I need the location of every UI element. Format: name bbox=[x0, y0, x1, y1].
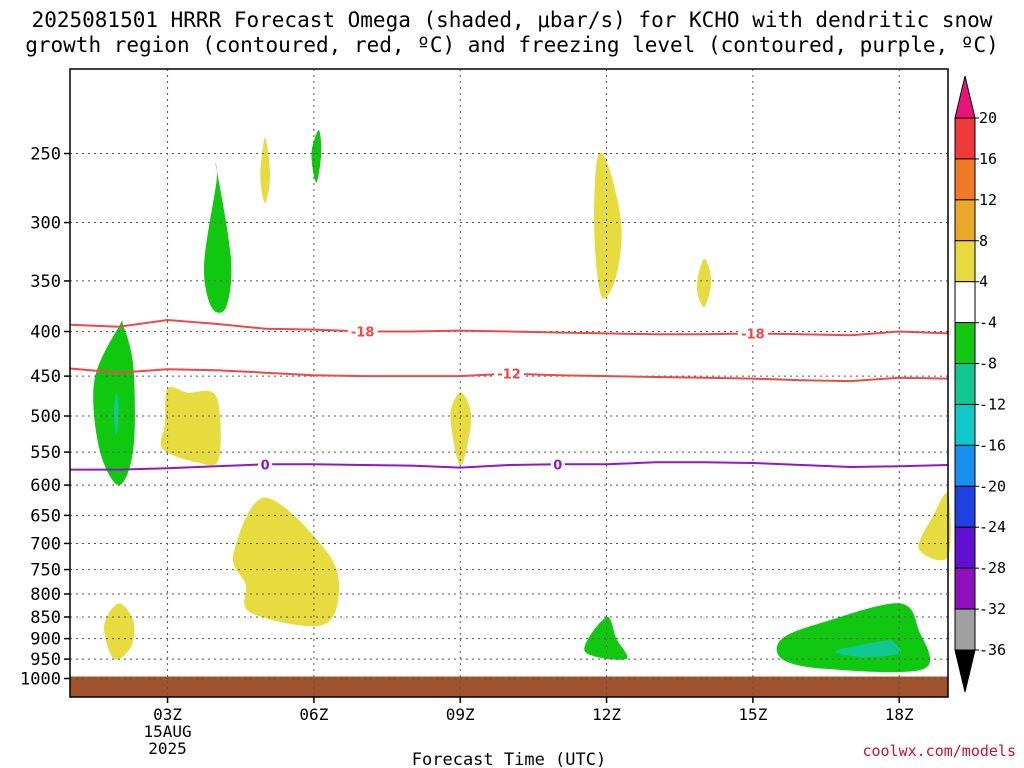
contour-label-2-1: 0 bbox=[553, 458, 562, 473]
colorbar-label-9: -20 bbox=[979, 477, 1006, 495]
colorbar-label-6: -8 bbox=[979, 355, 997, 373]
y-tick-label-800: 800 bbox=[30, 585, 61, 605]
contour-label-bg-2-1 bbox=[550, 456, 565, 473]
colorbar-label-0: 20 bbox=[979, 109, 997, 127]
colorbar-bin-5 bbox=[954, 322, 976, 365]
y-tick-label-950: 950 bbox=[30, 650, 61, 670]
colorbar-label-7: -12 bbox=[979, 395, 1006, 413]
chart-title-line1: 2025081501 HRRR Forecast Omega (shaded, … bbox=[31, 8, 993, 32]
y-tick-label-400: 400 bbox=[30, 323, 61, 343]
contour-label-0-1: -18 bbox=[741, 327, 765, 342]
x-tick-date-03Z: 15AUG bbox=[143, 722, 191, 741]
colorbar-bin-8 bbox=[954, 444, 976, 487]
x-tick-label-03Z: 03Z bbox=[153, 705, 182, 724]
omega-region-green-2 bbox=[311, 130, 322, 183]
y-tick-label-550: 550 bbox=[30, 443, 61, 463]
colorbar-label-10: -24 bbox=[979, 518, 1006, 536]
omega-region-teal-14 bbox=[835, 640, 901, 658]
omega-region-teal-4 bbox=[113, 392, 119, 435]
y-tick-label-850: 850 bbox=[30, 608, 61, 628]
omega-region-yellow-6 bbox=[450, 392, 472, 466]
y-tick-label-350: 350 bbox=[30, 272, 61, 292]
contour-line-2 bbox=[70, 461, 949, 471]
contour-line-0 bbox=[69, 318, 949, 337]
colorbar-bin-4 bbox=[954, 281, 976, 324]
colorbar-label-3: 8 bbox=[979, 232, 988, 250]
colorbar-bin-11 bbox=[954, 567, 976, 610]
omega-region-yellow-5 bbox=[160, 386, 221, 466]
y-tick-label-900: 900 bbox=[30, 630, 61, 650]
colorbar-label-2: 12 bbox=[979, 191, 997, 209]
colorbar-label-13: -36 bbox=[979, 641, 1006, 659]
colorbar-label-5: -4 bbox=[979, 314, 997, 332]
colorbar-label-4: 4 bbox=[979, 273, 988, 291]
omega-region-yellow-11 bbox=[104, 603, 135, 660]
colorbar-bin-12 bbox=[954, 608, 976, 651]
omega-region-yellow-10 bbox=[918, 492, 951, 561]
chart-title-line2: growth region (contoured, red, ºC) and f… bbox=[25, 33, 999, 57]
omega-region-yellow-9 bbox=[232, 497, 340, 627]
omega-region-yellow-8 bbox=[696, 258, 712, 308]
x-axis-label: Forecast Time (UTC) bbox=[412, 750, 606, 768]
x-tick-label-12Z: 12Z bbox=[592, 705, 621, 724]
omega-region-green-3 bbox=[93, 320, 135, 486]
y-tick-label-650: 650 bbox=[30, 506, 61, 526]
colorbar-bin-3 bbox=[954, 240, 976, 283]
colorbar-bottom-arrow bbox=[954, 649, 976, 693]
contour-label-bg-1-0 bbox=[494, 365, 524, 382]
colorbar-top-arrow bbox=[954, 75, 976, 119]
omega-region-yellow-7 bbox=[594, 152, 622, 299]
colorbar-bin-10 bbox=[954, 526, 976, 569]
x-tick-label-15Z: 15Z bbox=[738, 705, 767, 724]
y-tick-label-750: 750 bbox=[30, 561, 61, 581]
contour-label-2-0: 0 bbox=[261, 458, 270, 473]
omega-region-green-0 bbox=[204, 162, 232, 313]
y-tick-label-450: 450 bbox=[30, 367, 61, 387]
omega-region-yellow-1 bbox=[260, 138, 270, 204]
contour-label-1-0: -12 bbox=[497, 368, 521, 383]
y-tick-label-250: 250 bbox=[30, 145, 61, 165]
y-tick-label-600: 600 bbox=[30, 476, 61, 496]
ground-surface bbox=[70, 676, 948, 697]
y-tick-label-1000: 1000 bbox=[20, 670, 61, 690]
colorbar-bin-9 bbox=[954, 485, 976, 528]
contour-label-bg-0-1 bbox=[737, 325, 768, 342]
contour-label-0-0: -18 bbox=[351, 326, 375, 341]
plot-frame bbox=[69, 68, 949, 698]
x-tick-label-18Z: 18Z bbox=[885, 705, 914, 724]
colorbar-label-8: -16 bbox=[979, 436, 1006, 454]
y-tick-label-500: 500 bbox=[30, 407, 61, 427]
colorbar-label-12: -32 bbox=[979, 600, 1006, 618]
y-tick-label-300: 300 bbox=[30, 214, 61, 234]
plot-area bbox=[70, 69, 948, 697]
colorbar-bin-2 bbox=[954, 199, 976, 242]
contour-label-bg-0-0 bbox=[347, 323, 378, 340]
colorbar-label-1: 16 bbox=[979, 150, 997, 168]
colorbar-bin-0 bbox=[954, 117, 976, 160]
colorbar-bin-6 bbox=[954, 363, 976, 405]
x-tick-year-03Z: 2025 bbox=[148, 739, 187, 758]
colorbar-label-11: -28 bbox=[979, 559, 1006, 577]
site-credit: coolwx.com/models bbox=[862, 742, 1016, 760]
colorbar-bin-1 bbox=[954, 158, 976, 201]
x-tick-label-06Z: 06Z bbox=[299, 705, 328, 724]
colorbar-bin-7 bbox=[954, 403, 976, 446]
y-tick-label-700: 700 bbox=[30, 534, 61, 554]
x-tick-label-09Z: 09Z bbox=[446, 705, 475, 724]
contour-label-bg-2-0 bbox=[258, 456, 273, 473]
